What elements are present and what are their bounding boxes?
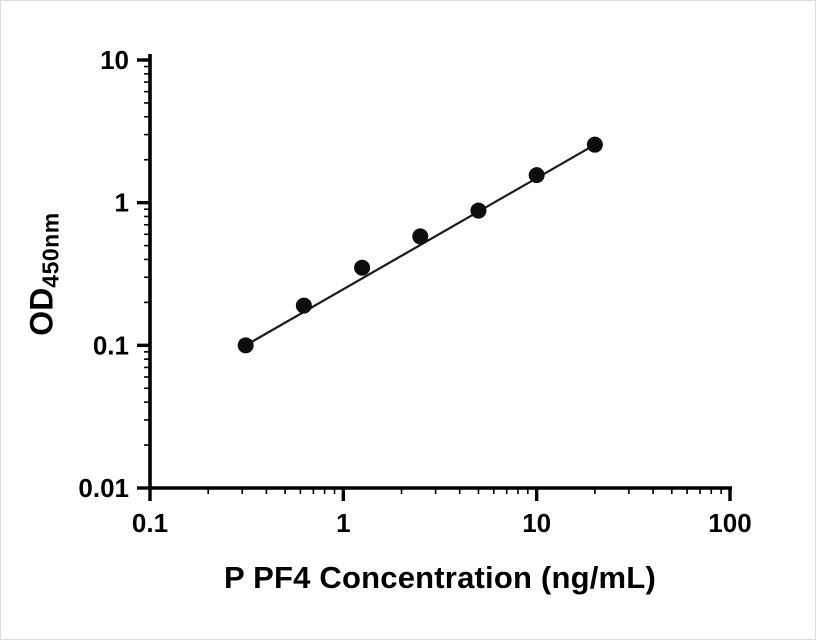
y-tick-label: 0.01 bbox=[78, 473, 129, 503]
data-point bbox=[470, 202, 487, 219]
data-point bbox=[586, 136, 603, 153]
data-point bbox=[295, 297, 312, 314]
y-axis-title-sub: 450nm bbox=[37, 212, 64, 288]
data-point bbox=[412, 228, 429, 245]
y-tick-label: 1 bbox=[115, 188, 129, 218]
x-tick-label: 1 bbox=[336, 508, 350, 538]
y-tick-label: 10 bbox=[100, 45, 129, 75]
y-axis-title-main: OD bbox=[23, 287, 60, 336]
axes bbox=[148, 54, 732, 490]
y-tick-label: 0.1 bbox=[93, 330, 129, 360]
x-axis-title: P PF4 Concentration (ng/mL) bbox=[224, 560, 656, 595]
data-point bbox=[528, 167, 545, 184]
x-tick-label: 0.1 bbox=[132, 508, 168, 538]
y-axis-title: OD450nm bbox=[24, 212, 65, 335]
x-tick-label: 100 bbox=[708, 508, 751, 538]
data-point bbox=[237, 337, 254, 354]
data-point bbox=[354, 259, 371, 276]
x-tick-label: 10 bbox=[522, 508, 551, 538]
